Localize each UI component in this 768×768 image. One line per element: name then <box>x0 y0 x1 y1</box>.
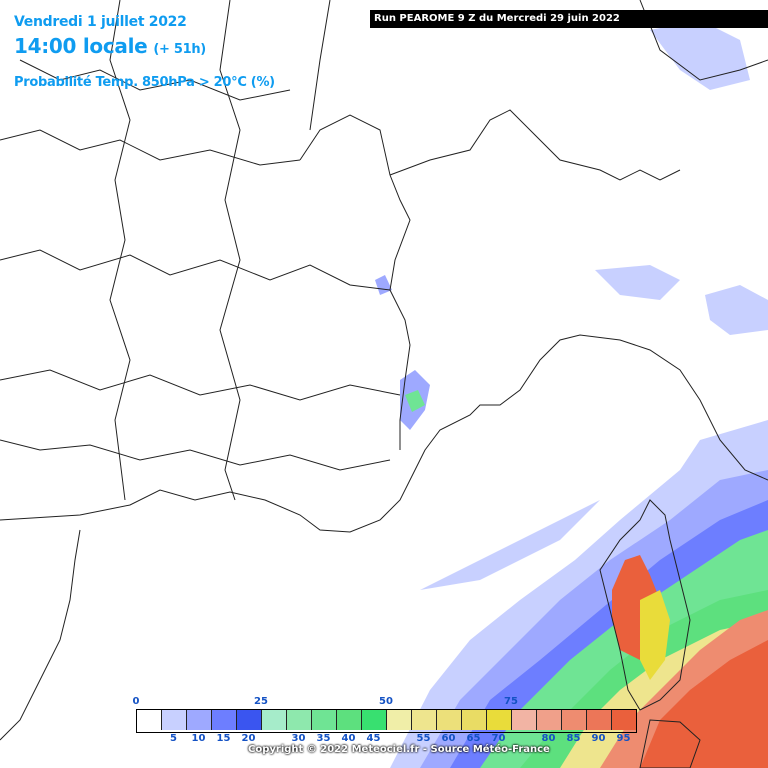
corsica-outline <box>599 499 691 711</box>
legend-swatch <box>312 710 337 730</box>
region-lines-d <box>109 0 131 501</box>
legend-swatch <box>462 710 487 730</box>
alps-border <box>299 114 411 450</box>
legend-swatch <box>137 710 162 730</box>
legend-swatch <box>212 710 237 730</box>
legend-swatch <box>562 710 587 730</box>
legend-swatch <box>262 710 287 730</box>
region-lines-c <box>0 369 401 401</box>
sardinia-outline <box>639 719 701 768</box>
legend-top-label: 25 <box>254 696 268 707</box>
swiss-border <box>389 109 681 181</box>
legend-bottom-label: 65 <box>466 733 481 744</box>
legend-top-label: 50 <box>379 696 393 707</box>
region-lines-f <box>309 0 331 131</box>
legend-top-label: 0 <box>132 696 140 707</box>
region-lines-a <box>0 129 301 166</box>
legend-bottom-label: 35 <box>316 733 331 744</box>
legend-top-label: 75 <box>504 696 518 707</box>
coastline-france <box>0 334 768 533</box>
italy-border-north <box>639 0 768 81</box>
legend-swatch <box>587 710 612 730</box>
legend-swatch <box>237 710 262 730</box>
legend-swatch <box>387 710 412 730</box>
legend-swatch <box>612 710 636 730</box>
coastline-spain <box>0 529 81 741</box>
field-ne-patch <box>595 265 680 300</box>
legend-swatch <box>512 710 537 730</box>
legend-swatch <box>487 710 512 730</box>
legend-bottom-label: 20 <box>241 733 256 744</box>
probability-field <box>375 20 768 768</box>
field-95pct <box>640 640 768 768</box>
field-alps-green <box>405 390 425 412</box>
field-small-patch <box>375 275 392 295</box>
product-title: Probabilité Temp. 850hPa > 20°C (%) <box>14 75 275 90</box>
forecast-time: 14:00 locale (+ 51h) <box>14 34 206 58</box>
copyright: Copyright © 2022 Meteociel.fr - Source M… <box>248 744 550 755</box>
legend-swatch <box>287 710 312 730</box>
legend-bottom-label: 30 <box>291 733 306 744</box>
legend-bottom-label: 70 <box>491 733 506 744</box>
legend-swatch <box>337 710 362 730</box>
color-legend <box>136 709 637 733</box>
legend-bottom-label: 5 <box>170 733 177 744</box>
legend-swatch <box>362 710 387 730</box>
field-5pct-streak <box>420 500 600 590</box>
field-top-patch <box>650 20 750 90</box>
region-lines-g <box>19 59 291 101</box>
forecast-time-text: 14:00 locale <box>14 34 148 58</box>
region-lines-e <box>219 0 241 501</box>
run-info-bar: Run PEAROME 9 Z du Mercredi 29 juin 2022 <box>370 10 768 28</box>
field-corsica-mid <box>640 590 670 680</box>
legend-bottom-label: 40 <box>341 733 356 744</box>
legend-swatch <box>162 710 187 730</box>
field-ne-patch-2 <box>705 285 768 335</box>
forecast-lead-time: (+ 51h) <box>153 42 206 57</box>
legend-bottom-label: 10 <box>191 733 206 744</box>
legend-bottom-label: 90 <box>591 733 606 744</box>
region-lines-b <box>0 249 391 291</box>
region-lines-h <box>0 439 391 471</box>
legend-bottom-label: 45 <box>366 733 381 744</box>
forecast-date: Vendredi 1 juillet 2022 <box>14 14 187 30</box>
legend-bottom-label: 15 <box>216 733 231 744</box>
legend-swatch <box>187 710 212 730</box>
legend-bottom-label: 55 <box>416 733 431 744</box>
legend-bottom-label: 95 <box>616 733 631 744</box>
legend-bottom-label: 85 <box>566 733 581 744</box>
legend-bottom-label: 80 <box>541 733 556 744</box>
legend-bottom-label: 60 <box>441 733 456 744</box>
legend-swatch <box>412 710 437 730</box>
legend-swatch <box>437 710 462 730</box>
legend-swatch <box>537 710 562 730</box>
